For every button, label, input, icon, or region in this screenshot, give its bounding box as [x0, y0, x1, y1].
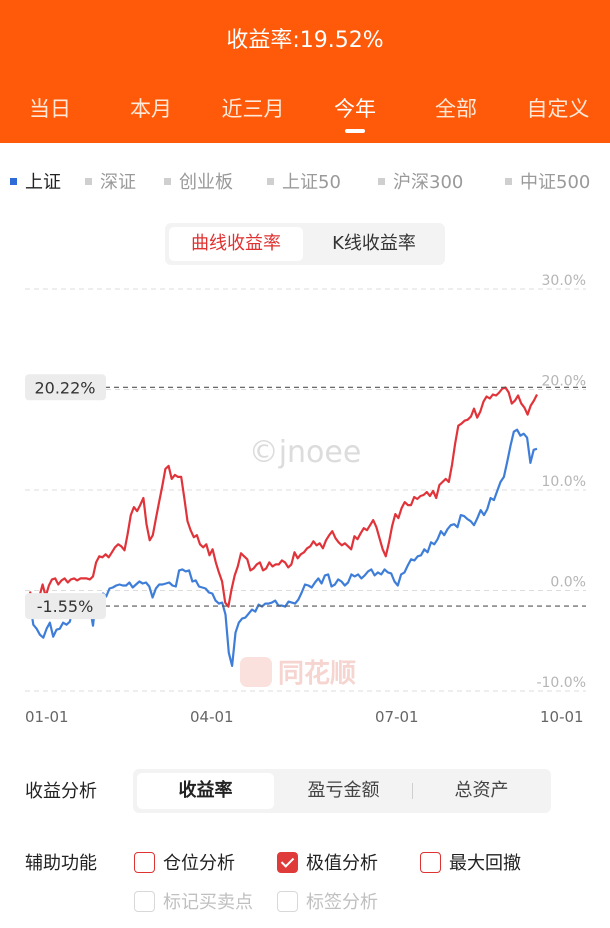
aux-label: 辅助功能: [25, 853, 97, 874]
index-return-line: [28, 428, 538, 667]
chart-type-toggle: 曲线收益率 K线收益率: [165, 223, 445, 265]
segment-pnl-amount[interactable]: 盈亏金额: [307, 780, 380, 801]
index-tab-csi300[interactable]: 沪深300: [378, 168, 463, 194]
index-tab-sse50[interactable]: 上证50: [267, 168, 341, 194]
checkbox-icon: [277, 890, 298, 912]
index-tab-shanghai[interactable]: 上证: [10, 168, 61, 194]
series-dot-icon: [164, 177, 171, 185]
y-tick-label: -10.0%: [536, 675, 586, 691]
tab-this-year[interactable]: 今年: [334, 97, 376, 121]
index-tab-shenzhen[interactable]: 深证: [85, 168, 136, 194]
trade-marks-checkbox: 标记买卖点: [134, 888, 253, 914]
checkbox-icon: [420, 851, 441, 873]
segment-total-assets[interactable]: 总资产: [454, 780, 509, 801]
x-tick-label: 10-01: [540, 708, 584, 726]
return-rate-title: 收益率:19.52%: [226, 28, 384, 53]
series-dot-icon: [85, 177, 92, 185]
tab-last-3-months[interactable]: 近三月: [221, 97, 285, 121]
extreme-value-checkbox[interactable]: 极值分析: [277, 849, 378, 875]
tab-all[interactable]: 全部: [435, 97, 477, 121]
tag-analysis-checkbox: 标签分析: [277, 888, 378, 914]
series-dot-icon: [505, 177, 512, 185]
index-tab-chinext[interactable]: 创业板: [164, 168, 233, 194]
watermark-text: ©jnoee: [249, 435, 362, 470]
header-bar: 收益率:19.52% 当日 本月 近三月 今年 全部 自定义: [0, 0, 610, 143]
checkbox-icon: [134, 890, 155, 912]
x-tick-label: 01-01: [25, 708, 69, 726]
x-tick-label: 04-01: [190, 708, 234, 726]
segment-divider: [412, 783, 413, 799]
curve-return-tab[interactable]: 曲线收益率: [169, 227, 303, 261]
segment-return-rate[interactable]: 收益率: [137, 773, 274, 809]
index-tabs: 上证 深证 创业板 上证50 沪深300 中证500: [0, 168, 610, 194]
portfolio-return-line: [28, 386, 538, 608]
series-dot-icon: [378, 177, 385, 185]
checkbox-icon: [134, 851, 155, 873]
active-tab-indicator: [345, 129, 365, 133]
min-marker-label: -1.55%: [37, 597, 94, 616]
tab-this-month[interactable]: 本月: [130, 97, 172, 121]
period-tabs: 当日 本月 近三月 今年 全部 自定义: [0, 93, 610, 123]
max-drawdown-checkbox[interactable]: 最大回撤: [420, 849, 521, 875]
analysis-segment: 收益率 盈亏金额 总资产: [133, 769, 551, 813]
tab-today[interactable]: 当日: [29, 97, 71, 121]
kline-return-tab[interactable]: K线收益率: [332, 233, 416, 254]
y-tick-label: 20.0%: [542, 374, 586, 390]
analysis-label: 收益分析: [25, 781, 97, 802]
logo-icon: [240, 657, 272, 687]
max-marker-label-box: [25, 374, 106, 401]
y-tick-label: 10.0%: [542, 474, 586, 490]
min-marker-label-box: [25, 593, 106, 620]
max-marker-label: 20.22%: [34, 378, 95, 397]
x-tick-label: 07-01: [375, 708, 419, 726]
y-tick-label: 0.0%: [550, 575, 586, 591]
position-analysis-checkbox[interactable]: 仓位分析: [134, 849, 235, 875]
checkbox-checked-icon: [277, 851, 298, 873]
return-chart: 30.0% 20.0% 10.0% 0.0% -10.0% ©jnoee 同花顺 20.22%…: [0, 265, 610, 735]
index-tab-csi500[interactable]: 中证500: [505, 168, 590, 194]
y-tick-label: 30.0%: [542, 273, 586, 289]
logo-text: 同花顺: [278, 659, 356, 689]
tab-custom[interactable]: 自定义: [526, 97, 590, 121]
series-dot-icon: [10, 177, 17, 185]
chart-canvas: 30.0% 20.0% 10.0% 0.0% -10.0% ©jnoee 同花顺 20.22%…: [25, 273, 586, 726]
series-dot-icon: [267, 177, 274, 185]
